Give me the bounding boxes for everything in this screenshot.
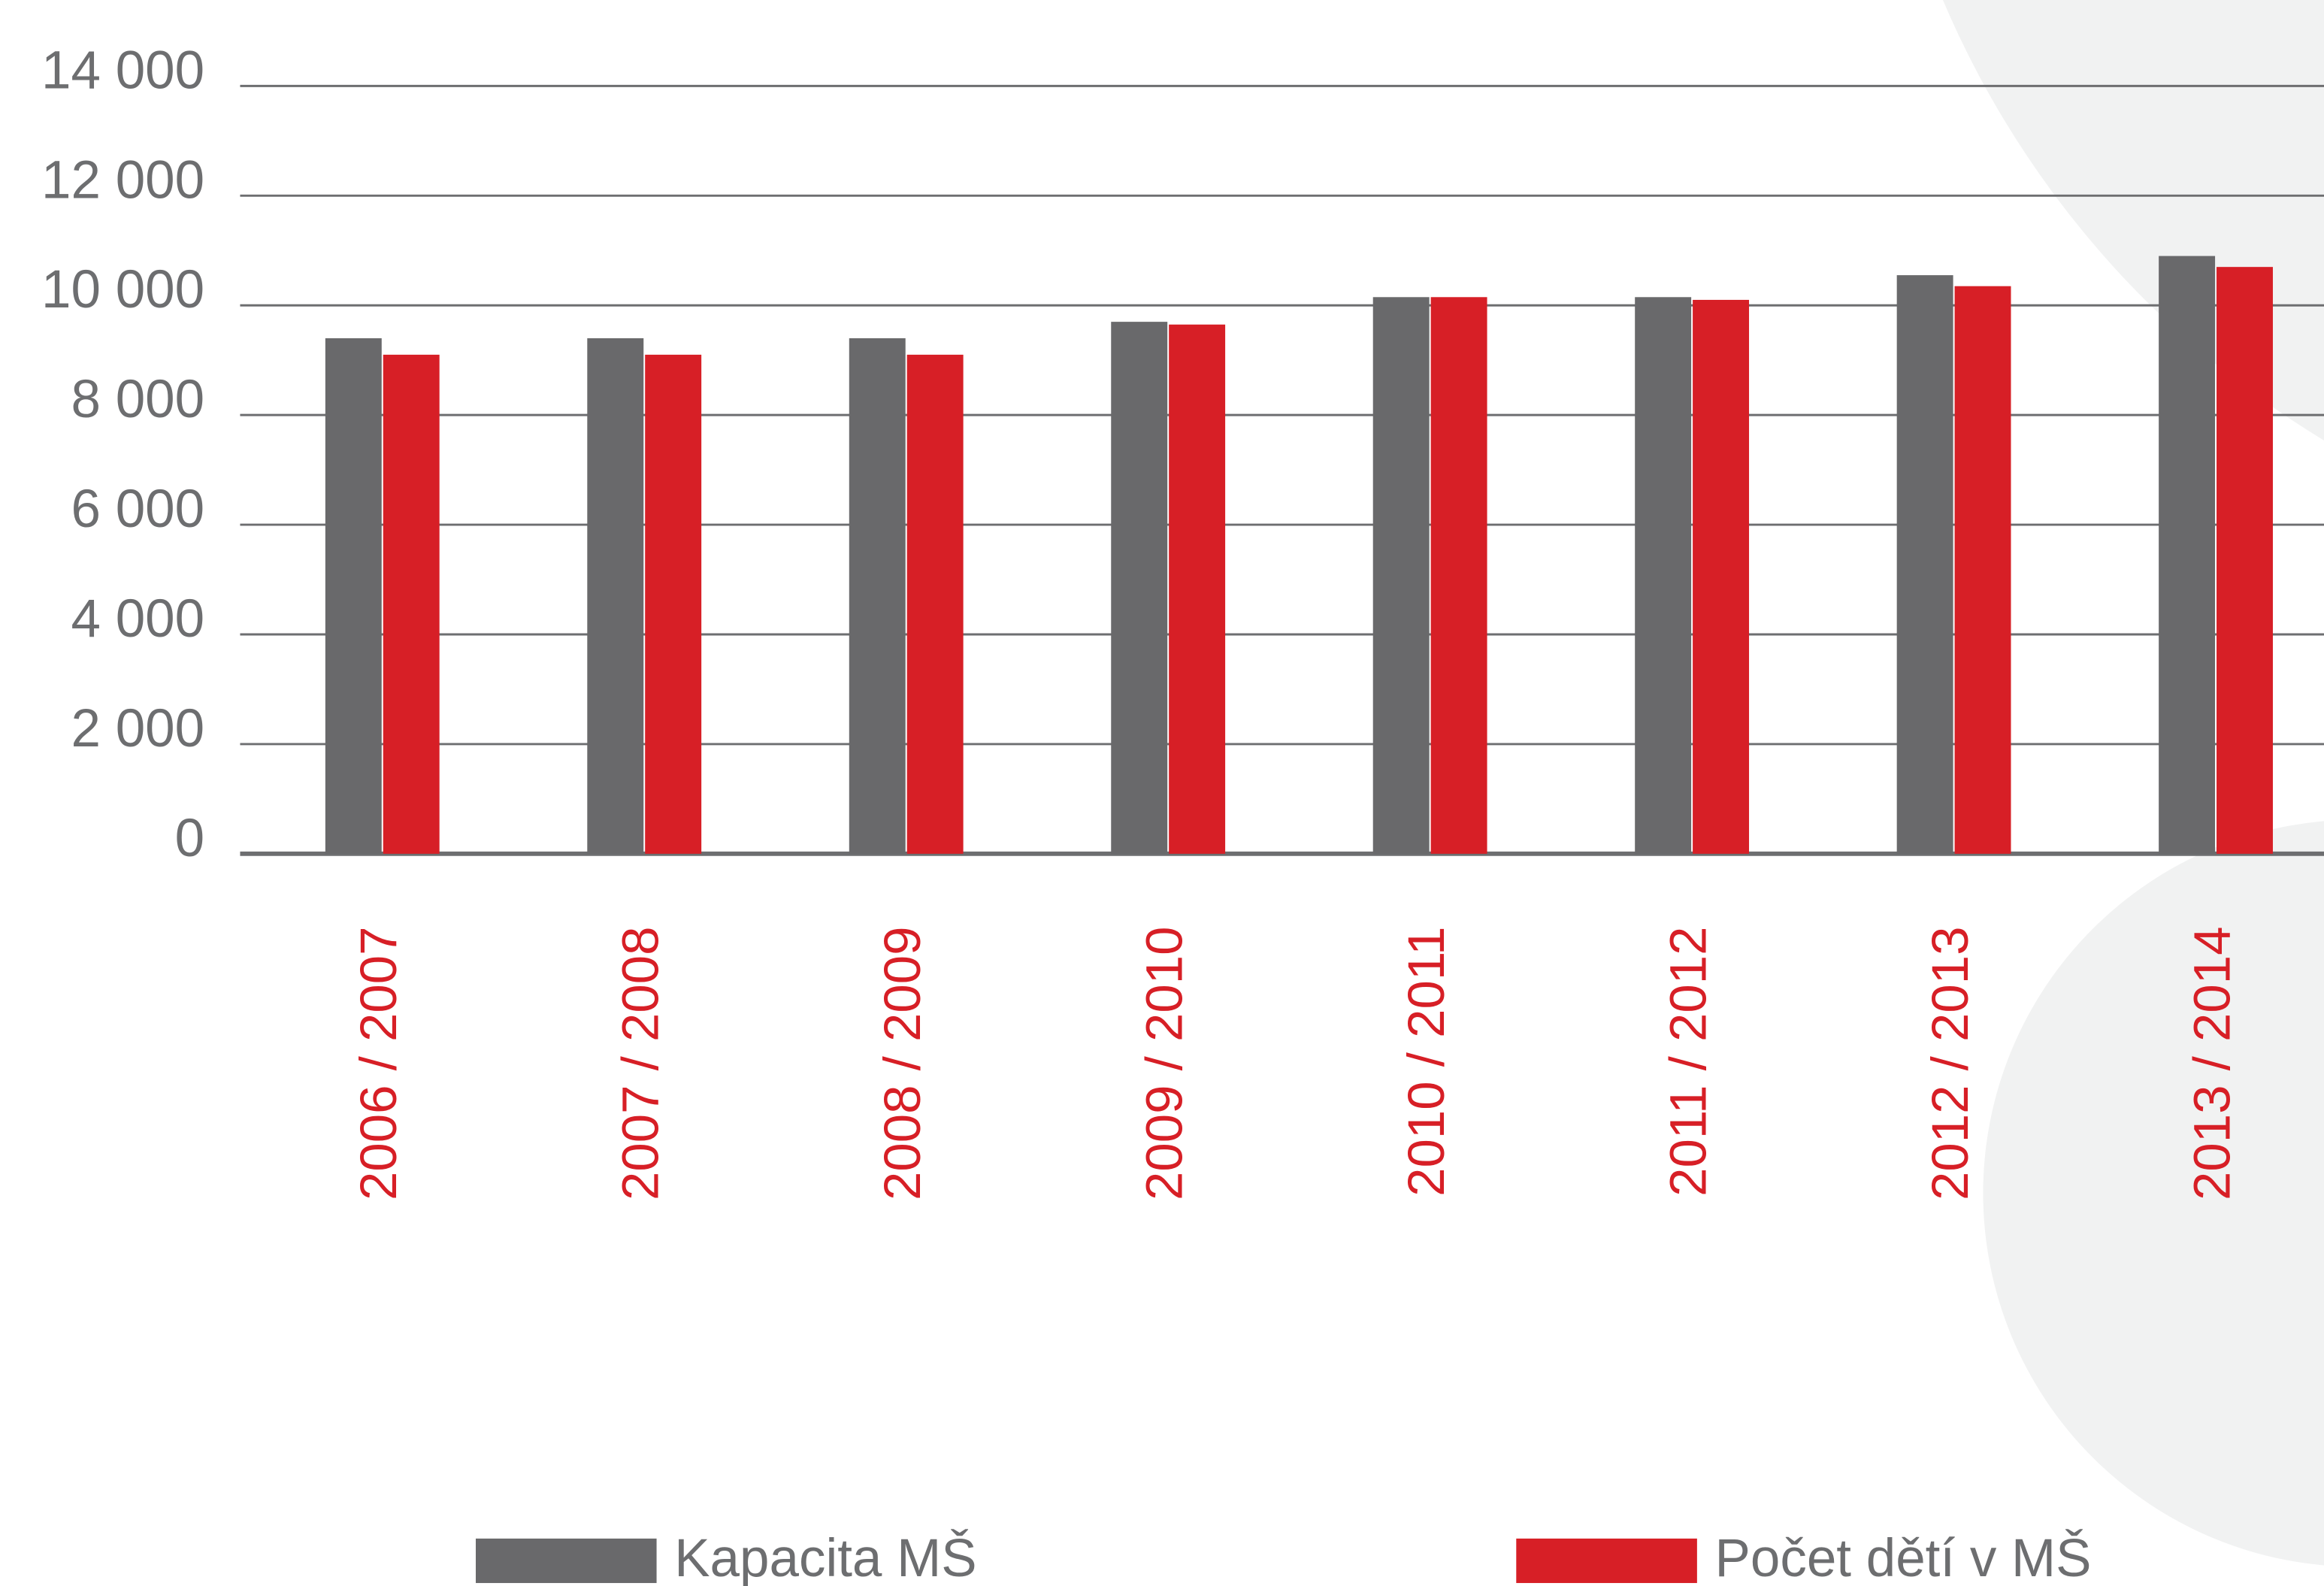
x-tick-label: 2008 / 2009 [873, 926, 931, 1200]
bar [849, 338, 906, 854]
bar [587, 338, 644, 854]
y-tick-label: 6 000 [71, 480, 205, 539]
bar [383, 354, 440, 854]
x-tick-label: 2010 / 2011 [1397, 926, 1455, 1196]
bar [645, 354, 702, 854]
legend-label: Kapacita MŠ [674, 1529, 976, 1586]
legend-swatch [475, 1538, 657, 1584]
bar [1896, 275, 1953, 854]
bar [1954, 286, 2011, 854]
bar [2159, 256, 2216, 854]
y-tick-label: 2 000 [71, 699, 205, 758]
y-tick-label: 12 000 [41, 150, 204, 210]
bar [1372, 297, 1430, 854]
bar [1111, 322, 1168, 854]
x-tick-label: 2007 / 2008 [611, 926, 669, 1200]
legend-swatch [1516, 1538, 1697, 1584]
y-tick-label: 14 000 [41, 41, 204, 100]
bar [1430, 297, 1487, 854]
legend-label: Počet dětí v MŠ [1715, 1529, 2092, 1586]
x-tick-label: 2009 / 2010 [1135, 926, 1193, 1200]
bar [1635, 297, 1692, 854]
bar [2217, 267, 2273, 854]
bar [1169, 324, 1226, 854]
y-tick-label: 10 000 [41, 260, 204, 319]
y-tick-label: 0 [175, 809, 204, 868]
background-circle [1983, 821, 2324, 1566]
bar [325, 338, 382, 854]
x-tick-label: 2006 / 2007 [350, 926, 407, 1200]
y-tick-label: 8 000 [71, 370, 205, 429]
x-tick-label: 2011 / 2012 [1659, 926, 1717, 1196]
bar [1693, 299, 1750, 854]
x-tick-label: 2012 / 2013 [1921, 926, 1979, 1200]
y-tick-label: 4 000 [71, 589, 205, 649]
x-tick-label: 2013 / 2014 [2183, 926, 2241, 1200]
bar [906, 354, 964, 854]
